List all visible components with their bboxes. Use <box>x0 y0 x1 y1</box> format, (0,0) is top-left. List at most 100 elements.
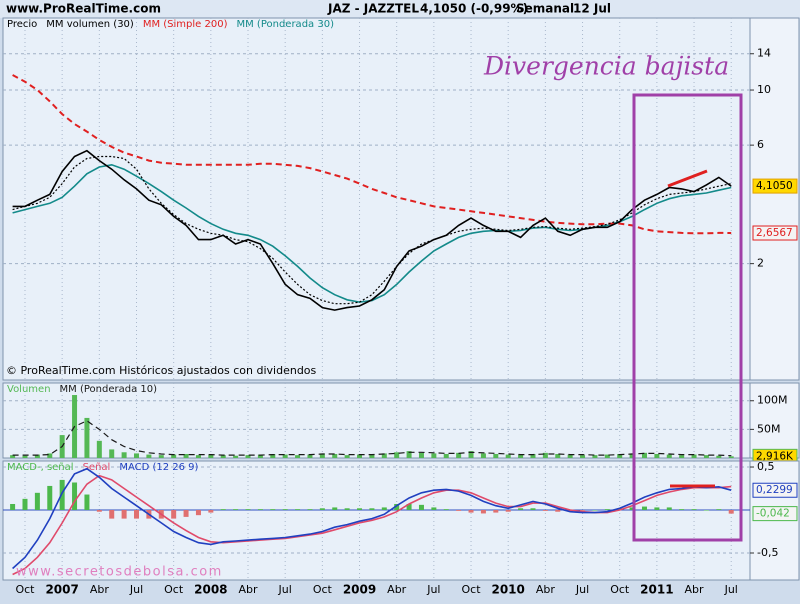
series-line <box>12 74 732 235</box>
bar <box>418 452 424 458</box>
bar <box>617 453 623 458</box>
bar <box>344 455 350 458</box>
value-label: 0,2299 <box>756 484 793 496</box>
y-tick-label: 100M <box>757 394 788 407</box>
bar <box>257 454 263 458</box>
bar <box>493 510 499 513</box>
bar <box>34 454 40 458</box>
bar <box>47 453 53 458</box>
bar <box>443 453 449 458</box>
bar <box>257 509 263 511</box>
bar <box>654 507 660 511</box>
x-tick-label: Jul <box>426 583 440 596</box>
axis-strip <box>749 382 800 459</box>
legend-entry: MM (Ponderada 30) <box>236 19 334 30</box>
bar <box>369 508 375 511</box>
bar <box>183 453 189 458</box>
y-tick-label: -0,5 <box>757 546 778 559</box>
panel-title: Precio <box>7 19 37 30</box>
divergence-line <box>667 169 708 188</box>
bar <box>567 454 573 458</box>
x-tick-label: Oct <box>164 583 184 596</box>
bar <box>518 454 524 458</box>
bar <box>344 508 350 511</box>
bar <box>220 455 226 458</box>
bar <box>96 510 102 512</box>
legend-entry: MM (Ponderada 10) <box>60 384 158 395</box>
bar <box>381 453 387 458</box>
x-tick-label: 2009 <box>343 583 376 597</box>
bar <box>84 494 90 511</box>
y-tick-label: 2 <box>757 257 764 270</box>
bar <box>72 482 78 511</box>
value-label-box <box>752 506 798 522</box>
bar <box>629 453 635 458</box>
bar <box>530 508 536 511</box>
value-label: 2,6567 <box>756 227 793 239</box>
legend-entry: MACD (12 26 9) <box>119 462 198 473</box>
legend-entry: MM (Simple 200) <box>143 19 228 30</box>
bar <box>10 503 16 511</box>
bar <box>307 454 313 458</box>
bar <box>59 479 65 511</box>
x-tick-label: Jul <box>575 583 589 596</box>
x-tick-label: Jul <box>129 583 143 596</box>
legend-entry: MACD-, señal <box>7 462 74 473</box>
series-line <box>12 474 732 576</box>
bar <box>96 440 102 458</box>
bar <box>542 452 548 458</box>
x-tick-label: 2008 <box>194 583 227 597</box>
bar <box>716 509 722 511</box>
bar <box>666 507 672 511</box>
copyright: © ProRealTime.com Históricos ajustados c… <box>6 364 317 377</box>
bar <box>691 509 697 511</box>
bar <box>381 507 387 511</box>
bar <box>480 453 486 458</box>
bar <box>394 503 400 511</box>
bar <box>47 485 53 511</box>
bar <box>22 455 28 458</box>
bar <box>295 509 301 511</box>
x-tick-label: Abr <box>238 583 258 596</box>
bar <box>319 453 325 458</box>
bar <box>555 453 561 458</box>
quote: 4,1050 (-0,99%) <box>420 2 528 16</box>
bar <box>146 454 152 458</box>
y-tick-label: 10 <box>757 83 771 96</box>
bar <box>654 453 660 458</box>
panels: 2 6 10 14 Precio MM volumen (30) MM (Simple 20… <box>2 17 800 597</box>
bar <box>703 510 709 511</box>
x-tick-label: 2011 <box>640 583 673 597</box>
bar <box>319 508 325 511</box>
bar <box>270 453 276 458</box>
bar <box>233 509 239 511</box>
bar <box>121 452 127 458</box>
series-line <box>12 155 732 305</box>
x-tick-label: Abr <box>536 583 556 596</box>
bar <box>158 455 164 458</box>
bar <box>357 508 363 511</box>
bar <box>703 455 709 458</box>
x-tick-label: 2007 <box>45 583 78 597</box>
bar <box>468 451 474 458</box>
annotation: Divergencia bajista <box>483 52 729 81</box>
x-tick-label: Abr <box>90 583 110 596</box>
bar <box>431 453 437 458</box>
value-label-box <box>752 178 798 194</box>
legend-entry: Señal <box>83 462 111 473</box>
bar <box>295 455 301 458</box>
bar <box>580 510 586 511</box>
symbol: JAZ - JAZZTEL <box>327 2 419 16</box>
value-label: 2,916K <box>756 450 794 462</box>
bar <box>195 455 201 458</box>
bar <box>22 498 28 511</box>
bar <box>109 449 115 458</box>
bar <box>282 509 288 511</box>
bar <box>542 510 548 511</box>
bar <box>369 453 375 458</box>
x-tick-label: Jul <box>278 583 292 596</box>
bar <box>34 492 40 511</box>
bar <box>641 452 647 458</box>
x-tick-label: Oct <box>462 583 482 596</box>
